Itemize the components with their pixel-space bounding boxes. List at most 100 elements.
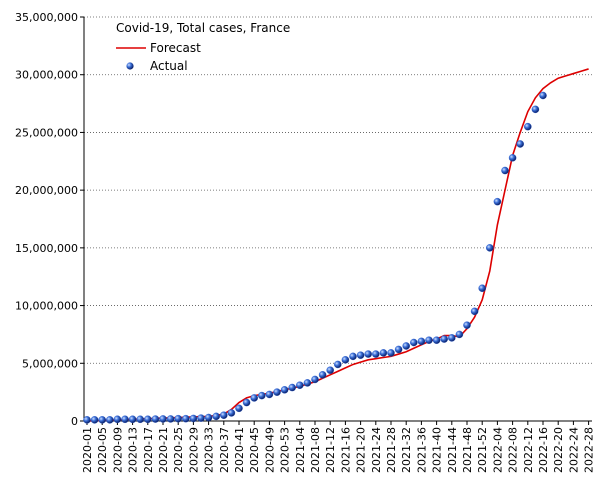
x-tick-label: 2022-16 [537,427,550,473]
actual-point [235,404,243,413]
actual-point [189,414,198,423]
actual-point [440,335,448,343]
actual-point [311,375,319,384]
actual-point [372,350,380,358]
actual-point [501,166,509,175]
actual-point [334,360,342,369]
x-tick-label: 2022-28 [583,427,596,473]
actual-point [470,307,479,316]
y-tick-label: 30,000,000 [15,69,78,82]
actual-point [182,414,190,423]
actual-point [242,398,251,407]
x-tick-label: 2020-45 [248,427,261,473]
x-tick-label: 2020-21 [157,427,170,473]
x-tick-label: 2021-48 [461,427,474,473]
actual-point [303,379,312,387]
actual-point [516,140,524,148]
y-tick-label: 5,000,000 [22,357,78,370]
legend-label: Forecast [150,41,201,55]
actual-point [417,337,426,346]
x-tick-label: 2021-32 [400,427,413,473]
actual-point [508,154,517,162]
actual-point [106,416,114,424]
actual-point [478,284,486,293]
x-tick-label: 2020-01 [81,427,94,473]
actual-point [90,416,99,424]
actual-point [425,336,433,344]
actual-point [83,416,91,424]
y-tick-label: 20,000,000 [15,184,78,197]
actual-point [349,352,357,361]
legend: Covid-19, Total cases, France Forecast Ac… [116,21,290,73]
x-tick-label: 2022-04 [491,427,504,473]
x-tick-label: 2021-44 [446,427,459,473]
x-tick-label: 2021-20 [355,427,368,473]
y-tick-label: 25,000,000 [15,126,78,139]
actual-point [204,413,213,422]
actual-point [387,349,395,357]
actual-point [356,351,365,359]
actual-point [448,334,456,342]
x-tick-label: 2022-24 [567,427,580,473]
actual-point [539,91,547,100]
x-tick-label: 2021-16 [339,427,352,473]
forecast-line [86,68,589,422]
actual-point [463,321,471,329]
x-tick-label: 2021-04 [294,427,307,473]
x-tick-label: 2020-37 [218,427,231,473]
actual-point [432,336,441,344]
actual-point [379,349,388,357]
x-tick-label: 2021-24 [370,427,383,473]
x-tick-label: 2020-25 [172,427,185,473]
y-tick-label: 35,000,000 [15,11,78,24]
x-tick-label: 2020-41 [233,427,246,473]
actual-point [113,415,122,424]
actual-point [159,415,167,423]
x-tick-label: 2021-52 [476,427,489,473]
x-tick-label: 2021-12 [324,427,337,473]
actual-point [364,350,372,358]
actual-point [402,342,410,350]
actual-point [273,388,281,396]
legend-title: Covid-19, Total cases, France [116,21,290,35]
actual-point [144,415,152,424]
y-tick-label: 15,000,000 [15,242,78,255]
x-tick-label: 2020-05 [96,427,109,473]
x-tick-label: 2021-28 [385,427,398,473]
actual-point [326,366,334,374]
legend-swatch [126,62,134,70]
actual-point [136,415,144,424]
actual-point [174,414,182,423]
x-tick-label: 2022-20 [552,427,565,473]
actual-point [197,414,205,422]
actual-point [318,371,327,379]
x-tick-label: 2020-17 [142,427,155,473]
actual-point [212,412,220,421]
actual-point [258,391,266,400]
actual-point [128,415,137,424]
y-tick-label: 0 [71,415,78,428]
x-tick-label: 2022-12 [522,427,535,473]
actual-point [486,244,494,252]
x-tick-label: 2020-33 [203,427,216,473]
actual-point [265,390,274,399]
actual-point [524,122,532,131]
actual-point [98,416,106,424]
x-tick-label: 2020-09 [111,427,124,473]
actual-point [166,415,175,423]
actual-point [288,383,296,392]
actual-point [341,356,350,364]
x-tick-label: 2020-29 [187,427,200,473]
actual-point [280,386,289,394]
actual-point [410,338,418,347]
legend-label: Actual [150,59,188,73]
actual-point [151,415,160,423]
x-tick-label: 2021-36 [415,427,428,473]
x-tick-label: 2021-08 [309,427,322,473]
actual-point [121,415,129,424]
x-tick-label: 2020-13 [127,427,140,473]
actual-point [531,105,540,114]
actual-point [493,197,502,206]
